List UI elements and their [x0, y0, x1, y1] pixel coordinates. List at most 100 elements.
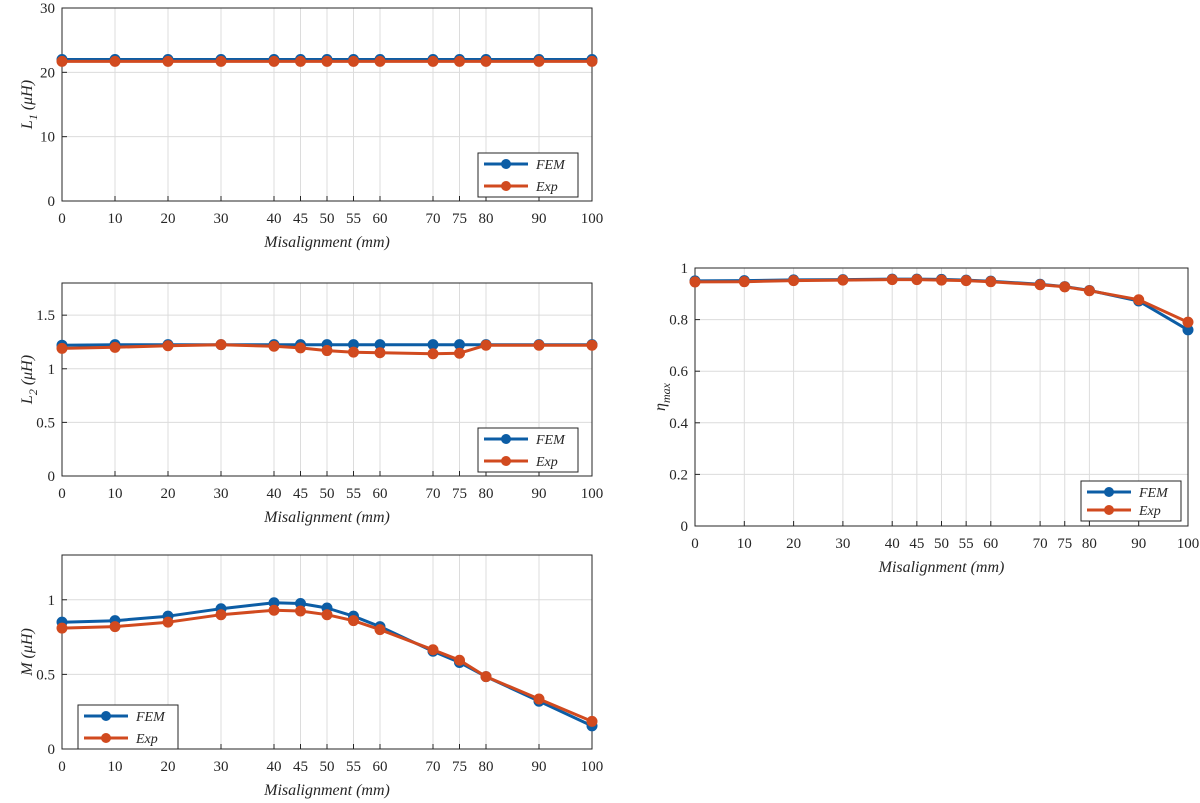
data-point-exp — [374, 55, 386, 67]
x-tick-label: 20 — [161, 759, 176, 775]
data-point-exp — [427, 55, 439, 67]
data-point-exp — [985, 276, 997, 288]
data-point-exp — [374, 624, 386, 636]
x-axis-label: Misalignment (mm) — [263, 509, 390, 526]
x-tick-label: 10 — [108, 486, 123, 502]
data-point-exp — [533, 693, 545, 705]
data-point-exp — [109, 621, 121, 633]
y-tick-label: 1 — [48, 362, 56, 378]
x-tick-label: 10 — [737, 536, 752, 552]
x-tick-label: 30 — [214, 211, 229, 227]
x-tick-label: 100 — [581, 759, 604, 775]
data-point-exp — [268, 55, 280, 67]
x-tick-label: 40 — [267, 486, 282, 502]
x-tick-label: 60 — [373, 486, 388, 502]
x-tick-label: 75 — [452, 486, 467, 502]
data-point-exp — [586, 715, 598, 727]
x-tick-label: 30 — [835, 536, 850, 552]
x-tick-label: 90 — [532, 486, 547, 502]
x-tick-label: 0 — [58, 759, 66, 775]
legend-swatch-marker — [501, 159, 511, 169]
y-tick-label: 1 — [48, 593, 56, 609]
y-tick-label: 0.6 — [669, 364, 688, 380]
x-tick-label: 40 — [267, 211, 282, 227]
x-tick-label: 0 — [58, 211, 66, 227]
x-tick-label: 80 — [1082, 536, 1097, 552]
x-axis-label: Misalignment (mm) — [263, 234, 390, 251]
chart-L2: 0 10 20 30 40 45 50 55 60 70 75 80 90 100 0 0.5 1 1.5 Misa… — [19, 282, 604, 526]
x-tick-label: 20 — [161, 211, 176, 227]
data-point-exp — [321, 345, 333, 357]
data-point-exp — [348, 615, 359, 627]
x-tick-label: 45 — [293, 211, 308, 227]
legend: FEM Exp — [477, 152, 579, 198]
y-axis-label: L1 (μH) — [19, 80, 40, 130]
data-point-exp — [348, 55, 359, 67]
x-tick-label: 60 — [373, 211, 388, 227]
data-point-exp — [56, 622, 68, 634]
data-point-exp — [56, 55, 68, 67]
data-point-exp — [1059, 281, 1071, 293]
data-point-exp — [454, 347, 465, 359]
legend-swatch-marker — [501, 434, 511, 444]
y-tick-label: 1.5 — [36, 308, 55, 324]
y-axis-label: M (μH) — [19, 628, 36, 677]
data-point-exp — [911, 274, 923, 286]
data-point-exp — [1034, 279, 1046, 291]
data-point-exp — [162, 340, 174, 352]
x-tick-label: 30 — [214, 759, 229, 775]
data-point-exp — [56, 342, 68, 354]
data-point-exp — [886, 274, 898, 286]
legend-label: Exp — [1138, 504, 1161, 519]
x-tick-label: 0 — [691, 536, 699, 552]
x-tick-label: 40 — [885, 536, 900, 552]
data-point-exp — [321, 609, 333, 621]
legend-label: Exp — [535, 455, 558, 470]
legend-label: FEM — [1138, 486, 1169, 501]
x-tick-label: 50 — [320, 211, 335, 227]
y-tick-label: 10 — [40, 130, 55, 146]
x-tick-label: 55 — [346, 211, 361, 227]
y-tick-label: 1 — [681, 261, 689, 277]
data-point-exp — [162, 55, 174, 67]
data-point-exp — [268, 340, 280, 352]
legend-box — [1080, 480, 1182, 522]
data-point-exp — [215, 609, 227, 621]
x-tick-label: 45 — [293, 486, 308, 502]
x-tick-label: 75 — [452, 211, 467, 227]
data-point-exp — [162, 616, 174, 628]
data-point-exp — [960, 275, 972, 287]
x-tick-label: 75 — [1057, 536, 1072, 552]
legend-label: FEM — [135, 710, 166, 725]
data-point-exp — [295, 55, 306, 67]
x-tick-label: 55 — [959, 536, 974, 552]
data-point-exp — [788, 275, 800, 287]
legend-swatch-marker — [101, 733, 111, 743]
data-point-exp — [586, 55, 598, 67]
data-point-exp — [586, 339, 598, 351]
y-tick-label: 0 — [48, 742, 56, 758]
x-tick-label: 100 — [581, 486, 604, 502]
data-point-exp — [1182, 316, 1194, 328]
x-tick-label: 90 — [1131, 536, 1146, 552]
x-tick-label: 45 — [293, 759, 308, 775]
x-axis-label: Misalignment (mm) — [878, 559, 1005, 576]
x-tick-label: 90 — [532, 759, 547, 775]
x-tick-label: 0 — [58, 486, 66, 502]
x-tick-label: 75 — [452, 759, 467, 775]
x-tick-label: 55 — [346, 759, 361, 775]
chart-L1: 0 10 20 30 40 45 50 55 60 70 75 80 90 100 0 10 20 30 Misal… — [19, 1, 603, 251]
x-tick-label: 20 — [786, 536, 801, 552]
x-tick-label: 40 — [267, 759, 282, 775]
data-point-exp — [454, 55, 465, 67]
data-point-exp — [480, 339, 492, 351]
x-tick-label: 70 — [426, 211, 441, 227]
data-point-exp — [427, 644, 439, 656]
legend: FEM Exp — [477, 427, 579, 473]
x-tick-label: 80 — [479, 211, 494, 227]
data-point-fem — [427, 339, 439, 351]
y-tick-label: 0 — [48, 194, 56, 210]
legend-label: Exp — [135, 732, 158, 747]
x-tick-label: 50 — [934, 536, 949, 552]
data-point-exp — [1083, 285, 1095, 297]
